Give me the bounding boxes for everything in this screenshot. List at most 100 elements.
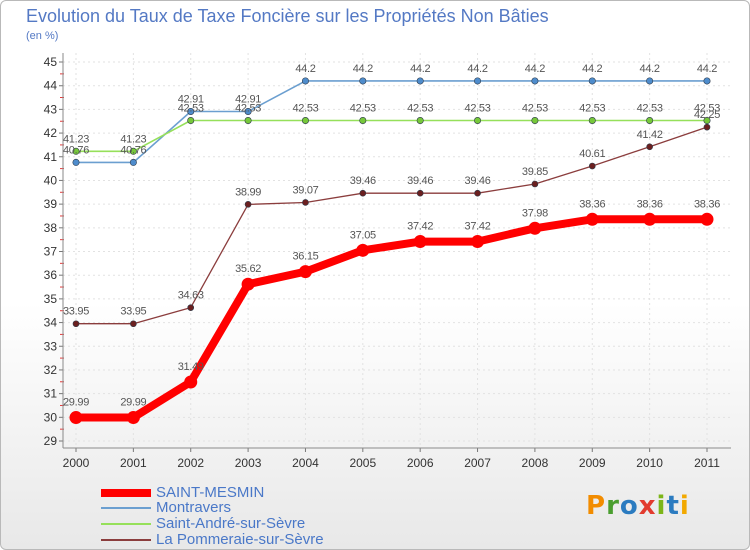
data-label-saint-mesmin: 38.36 <box>694 198 720 210</box>
data-point-montravers <box>588 77 596 85</box>
data-label-saint-mesmin: 37.98 <box>522 207 548 219</box>
logo-letter: r <box>606 491 620 521</box>
data-label-saint-andre-sur-sevre: 41.23 <box>120 133 146 145</box>
y-tick-label: 44 <box>44 79 58 93</box>
legend-item-la-pommeraie-sur-sevre: La Pommeraie-sur-Sèvre <box>101 532 421 548</box>
x-tick-label: 2004 <box>292 456 319 470</box>
chart-subtitle: (en %) <box>26 30 59 42</box>
tick-labels: 29 30 31 32 33 34 35 36 37 38 39 40 41 42 43 44 45 2000 20… <box>44 55 721 470</box>
data-point-la-pommeraie-sur-sevre <box>302 199 309 206</box>
y-tick-label: 29 <box>44 434 58 448</box>
data-point-la-pommeraie-sur-sevre <box>130 320 137 328</box>
data-label-saint-mesmin: 36.15 <box>292 251 318 263</box>
series-line-la-pommeraie-sur-sevre <box>75 126 708 325</box>
x-tick-label: 2005 <box>349 456 376 470</box>
data-point-saint-mesmin <box>126 411 140 425</box>
legend-label: La Pommeraie-sur-Sèvre <box>156 531 324 548</box>
data-point-montravers <box>474 77 482 85</box>
logo-letter: i <box>679 491 690 521</box>
data-label-montravers: 40.76 <box>120 144 146 156</box>
y-tick-label: 33 <box>44 339 58 353</box>
legend-label: Saint-André-sur-Sèvre <box>156 515 306 532</box>
data-point-montravers <box>244 108 252 116</box>
data-label-la-pommeraie-sur-sevre: 40.61 <box>579 148 605 160</box>
data-label-montravers: 44.2 <box>295 63 315 75</box>
logo-letter: t <box>666 491 680 521</box>
data-point-saint-andre-sur-sevre <box>588 117 596 125</box>
legend-swatch <box>101 523 151 525</box>
data-point-montravers <box>359 77 367 85</box>
data-label-la-pommeraie-sur-sevre: 41.42 <box>637 129 663 141</box>
data-point-saint-mesmin <box>700 212 714 226</box>
data-label-saint-andre-sur-sevre: 41.23 <box>63 133 89 145</box>
data-point-saint-andre-sur-sevre <box>703 117 711 125</box>
data-label-la-pommeraie-sur-sevre: 39.46 <box>350 175 376 187</box>
data-point-saint-mesmin <box>643 212 657 226</box>
x-tick-label: 2010 <box>636 456 663 470</box>
y-tick-label: 41 <box>44 150 58 164</box>
x-tick-label: 2006 <box>407 456 434 470</box>
data-point-montravers <box>703 77 711 85</box>
y-tick-label: 38 <box>44 221 58 235</box>
data-label-la-pommeraie-sur-sevre: 39.46 <box>407 175 433 187</box>
data-point-montravers <box>416 77 424 85</box>
data-point-saint-mesmin <box>585 212 599 226</box>
axes <box>59 53 731 452</box>
y-tick-label: 40 <box>44 173 58 187</box>
y-tick-label: 39 <box>44 197 58 211</box>
y-tick-label: 43 <box>44 102 58 116</box>
data-point-la-pommeraie-sur-sevre <box>416 189 424 197</box>
data-label-saint-andre-sur-sevre: 42.53 <box>350 103 376 115</box>
data-label-saint-mesmin: 38.36 <box>637 198 663 210</box>
logo-letter: x <box>638 491 657 521</box>
data-label-saint-mesmin: 29.99 <box>120 397 146 409</box>
data-label-saint-mesmin: 29.99 <box>63 397 89 409</box>
legend-label: SAINT-MESMIN <box>156 484 265 501</box>
data-point-montravers <box>187 108 195 116</box>
data-point-montravers <box>301 77 309 85</box>
data-point-saint-mesmin <box>471 235 485 249</box>
data-point-saint-andre-sur-sevre <box>531 117 539 125</box>
legend-swatch <box>101 489 151 497</box>
data-label-montravers: 44.2 <box>467 63 487 75</box>
data-point-la-pommeraie-sur-sevre <box>588 162 596 170</box>
data-markers <box>69 77 714 425</box>
data-point-saint-mesmin <box>298 265 312 279</box>
data-point-saint-andre-sur-sevre <box>646 117 654 125</box>
data-label-la-pommeraie-sur-sevre: 33.95 <box>63 306 89 318</box>
legend-item-saint-mesmin: SAINT-MESMIN <box>101 485 421 501</box>
data-label-saint-andre-sur-sevre: 42.53 <box>178 103 204 115</box>
data-labels: 40.76 40.76 42.91 42.91 44.2 44.2 44.2 44.2 44.2… <box>63 63 721 409</box>
x-tick-label: 2008 <box>522 456 549 470</box>
data-label-montravers: 40.76 <box>63 144 89 156</box>
data-label-saint-andre-sur-sevre: 42.53 <box>522 103 548 115</box>
proxiti-logo: Proxiti <box>586 491 690 521</box>
data-point-saint-mesmin <box>528 221 542 235</box>
data-label-la-pommeraie-sur-sevre: 42.25 <box>694 109 720 121</box>
data-label-montravers: 44.2 <box>353 63 373 75</box>
data-point-saint-mesmin <box>69 411 83 425</box>
x-tick-label: 2011 <box>694 456 720 470</box>
data-label-saint-andre-sur-sevre: 42.53 <box>579 103 605 115</box>
data-label-montravers: 42.91 <box>178 94 204 106</box>
legend-label: Montravers <box>156 499 232 516</box>
data-label-saint-mesmin: 35.62 <box>235 263 261 275</box>
x-tick-label: 2001 <box>120 456 147 470</box>
data-label-montravers: 44.2 <box>697 63 717 75</box>
data-point-la-pommeraie-sur-sevre <box>646 143 653 151</box>
y-tick-label: 42 <box>44 126 58 140</box>
x-tick-label: 2000 <box>63 456 90 470</box>
data-label-saint-andre-sur-sevre: 42.53 <box>235 103 261 115</box>
data-point-montravers <box>72 158 80 166</box>
data-point-la-pommeraie-sur-sevre <box>72 320 80 328</box>
y-tick-label: 31 <box>44 387 58 401</box>
data-point-la-pommeraie-sur-sevre <box>474 189 481 197</box>
legend-swatch <box>101 507 151 509</box>
data-label-saint-andre-sur-sevre: 42.53 <box>292 103 318 115</box>
data-point-la-pommeraie-sur-sevre <box>244 201 252 208</box>
data-label-montravers: 44.2 <box>582 63 602 75</box>
data-label-saint-andre-sur-sevre: 42.53 <box>465 103 491 115</box>
grid <box>63 53 731 448</box>
chart-title: Evolution du Taux de Taxe Foncière sur l… <box>26 6 549 26</box>
